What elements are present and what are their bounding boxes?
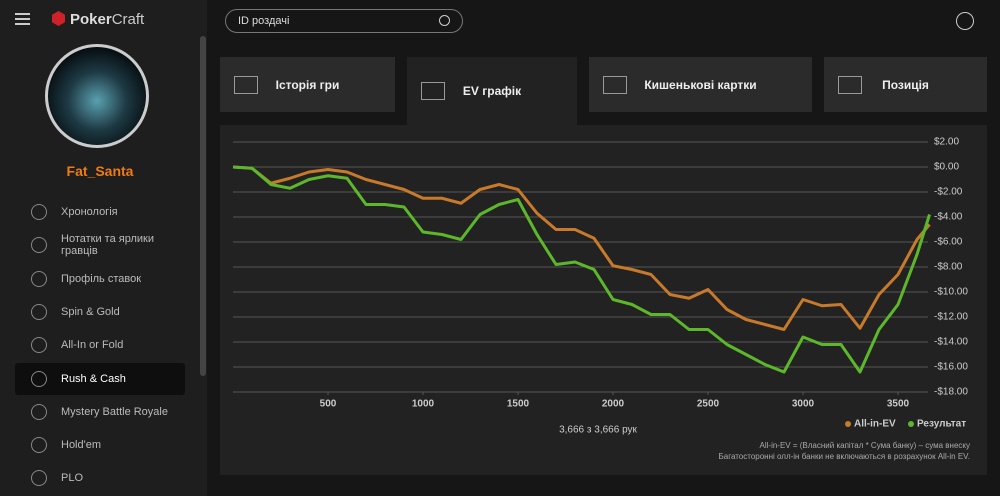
y-tick-label: $2.00 <box>934 137 959 148</box>
logo-icon <box>52 11 65 26</box>
nav-item[interactable]: Rush & Cash <box>15 362 185 395</box>
nav-icon <box>31 370 47 387</box>
x-tick-label: 3000 <box>792 399 815 410</box>
label: PLO <box>61 472 84 485</box>
label: Позиція <box>882 77 929 92</box>
nav-item[interactable]: Mystery Battle Royale <box>15 396 185 428</box>
nav-icon <box>31 303 47 320</box>
nav-icon <box>31 204 47 220</box>
menu-button[interactable] <box>15 13 30 15</box>
brand: Craft <box>111 11 145 28</box>
nav-icon <box>31 437 47 454</box>
search-icon <box>439 15 450 26</box>
tab[interactable]: Позиція <box>824 57 987 112</box>
label: Хронологія <box>61 206 118 218</box>
nav-icon <box>31 403 47 420</box>
brand: Poker <box>70 11 112 28</box>
nav-icon <box>31 237 47 254</box>
sidebar: PokerCraft Fat_Santa Хронологія Нотатки т… <box>0 0 207 496</box>
nav-icon <box>31 337 47 354</box>
x-tick-label: 1000 <box>412 399 435 410</box>
username: Fat_Santa <box>66 163 134 179</box>
legend-label: Результат <box>917 419 966 430</box>
label: Rush & Cash <box>61 372 126 385</box>
label: All-In or Fold <box>61 339 124 352</box>
y-tick-label: -$18.00 <box>934 387 968 398</box>
y-tick-label: -$10.00 <box>934 287 968 298</box>
x-tick-label: 500 <box>320 399 337 410</box>
x-tick-label: 2500 <box>697 399 720 410</box>
series-line <box>232 165 931 331</box>
nav-item[interactable]: Профіль ставок <box>15 263 185 295</box>
scrollbar[interactable] <box>200 36 206 376</box>
y-tick-label: -$2.00 <box>934 187 963 198</box>
hands-count: 3,666 з 3,666 рук <box>559 425 637 436</box>
avatar <box>45 44 149 148</box>
y-tick-label: -$6.00 <box>934 237 963 248</box>
tab[interactable]: Історія гри <box>220 57 395 112</box>
note: Багатосторонні олл-ін банки не включають… <box>719 452 971 461</box>
y-tick-label: $0.00 <box>934 162 959 173</box>
y-tick-label: -$14.00 <box>934 337 968 348</box>
series-line <box>232 165 931 374</box>
tab-icon <box>603 75 627 94</box>
y-tick-label: -$8.00 <box>934 262 963 273</box>
search-box[interactable]: ID роздачі <box>225 9 463 33</box>
x-tick-label: 2000 <box>602 399 625 410</box>
note: All-in-EV = (Власний капітал * Сума банк… <box>760 441 970 450</box>
y-tick-label: -$16.00 <box>934 362 968 373</box>
label: EV графік <box>462 84 522 98</box>
tab-icon <box>421 82 445 100</box>
label: Історія гри <box>275 77 340 92</box>
label: Mystery Battle Royale <box>61 405 168 418</box>
label: Нотатки та ярлики гравців <box>61 233 154 258</box>
label: Кишенькові картки <box>644 77 757 92</box>
chart-panel: $2.00 $0.00 -$2.00 -$4.00 -$6.00 -$8.00 -$10.0… <box>220 125 987 475</box>
label: Профіль ставок <box>61 272 142 285</box>
tab-icon <box>234 75 258 94</box>
logo: PokerCraft <box>70 11 144 28</box>
nav-item[interactable]: Нотатки та ярлики гравців <box>15 229 185 261</box>
nav-item[interactable]: Хронологія <box>15 196 185 228</box>
search-placeholder: ID роздачі <box>238 15 290 27</box>
label: Hold'em <box>61 439 102 452</box>
globe-icon[interactable] <box>956 12 974 30</box>
nav-item[interactable]: Hold'em <box>15 429 185 461</box>
x-tick-label: 1500 <box>507 399 530 410</box>
tab[interactable]: EV графік <box>407 57 577 125</box>
nav-item[interactable]: Spin & Gold <box>15 296 185 328</box>
x-tick-label: 3500 <box>887 399 910 410</box>
legend-marker <box>908 421 914 427</box>
legend-marker <box>845 421 851 427</box>
label: Spin & Gold <box>61 305 120 318</box>
nav-item[interactable]: PLO <box>15 462 185 494</box>
nav-item[interactable]: All-In or Fold <box>15 329 185 361</box>
y-tick-label: -$12.00 <box>934 312 968 323</box>
tab-icon <box>838 75 862 94</box>
legend-label: All-in-EV <box>854 419 896 430</box>
nav-icon <box>31 270 47 287</box>
chart: $2.00 $0.00 -$2.00 -$4.00 -$6.00 -$8.00 -$10.0… <box>232 137 971 461</box>
nav-icon <box>31 470 47 487</box>
y-tick-label: -$4.00 <box>934 212 963 223</box>
tab[interactable]: Кишенькові картки <box>589 57 812 112</box>
